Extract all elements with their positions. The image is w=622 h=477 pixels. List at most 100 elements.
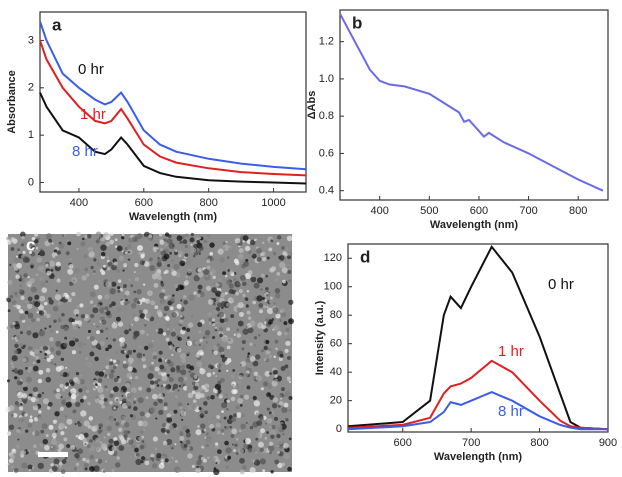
grain: [182, 239, 188, 245]
grain: [102, 264, 106, 268]
grain: [216, 314, 220, 317]
grain: [255, 412, 260, 417]
grain: [237, 320, 244, 327]
grain: [76, 304, 80, 308]
grain: [126, 392, 132, 398]
grain: [50, 445, 56, 451]
grain: [236, 328, 240, 332]
grain: [122, 306, 129, 312]
grain: [191, 464, 196, 469]
grain: [46, 357, 51, 362]
grain: [168, 344, 174, 350]
grain: [23, 273, 28, 278]
grain: [279, 353, 284, 358]
grain: [283, 402, 289, 408]
grain: [219, 317, 225, 323]
grain: [97, 279, 101, 283]
grain: [20, 295, 25, 300]
grain: [215, 442, 218, 446]
grain: [77, 448, 84, 455]
grain: [147, 373, 154, 380]
grain: [136, 300, 141, 305]
grain: [253, 400, 261, 407]
grain: [151, 393, 158, 400]
grain: [278, 444, 284, 449]
grain: [274, 378, 279, 383]
grain: [110, 390, 115, 394]
grain: [269, 296, 273, 300]
grain: [255, 354, 261, 360]
grain: [283, 321, 288, 326]
grain: [179, 440, 183, 444]
grain: [220, 365, 225, 370]
grain: [185, 259, 192, 266]
grain: [39, 350, 42, 353]
grain: [171, 312, 177, 318]
grain: [164, 232, 170, 237]
grain: [271, 424, 276, 430]
grain: [133, 400, 137, 404]
grain: [80, 398, 84, 403]
grain: [277, 451, 280, 454]
grain: [145, 313, 152, 320]
grain: [21, 235, 25, 240]
grain: [281, 387, 285, 392]
grain: [167, 461, 171, 465]
grain: [174, 443, 177, 446]
grain: [200, 456, 205, 461]
grain: [6, 297, 11, 302]
grain: [77, 341, 84, 348]
grain: [174, 251, 179, 256]
grain: [88, 251, 95, 258]
grain: [165, 329, 171, 336]
grain: [225, 302, 230, 307]
grain: [21, 450, 27, 455]
grain: [132, 349, 136, 353]
grain: [148, 234, 153, 239]
grain: [191, 315, 194, 318]
grain: [55, 392, 62, 400]
x-tick-label: 400: [371, 205, 389, 217]
grain: [247, 352, 251, 356]
grain: [72, 409, 77, 414]
grain: [27, 422, 33, 428]
grain: [242, 240, 245, 243]
grain: [49, 354, 54, 360]
grain: [133, 369, 138, 373]
grain: [140, 417, 143, 420]
grain: [34, 232, 39, 237]
grain: [195, 429, 202, 436]
grain: [246, 310, 251, 315]
grain: [151, 339, 155, 343]
grain: [69, 381, 75, 387]
grain: [260, 288, 263, 291]
grain: [278, 357, 283, 362]
grain: [42, 438, 49, 445]
grain: [261, 241, 265, 245]
grain: [60, 469, 66, 475]
grain: [61, 312, 65, 317]
grain: [217, 311, 225, 318]
grain: [159, 288, 162, 291]
grain: [76, 231, 81, 237]
grain: [124, 251, 128, 255]
grain: [193, 291, 197, 295]
grain: [101, 397, 104, 400]
grain: [225, 465, 229, 469]
grain: [64, 426, 68, 429]
grain: [8, 405, 15, 412]
grain: [52, 419, 57, 424]
grain: [16, 255, 19, 258]
grain: [58, 443, 64, 450]
grain: [226, 258, 230, 262]
grain: [163, 295, 168, 300]
grain: [283, 453, 290, 460]
grain: [30, 243, 34, 247]
grain: [240, 413, 245, 418]
grain: [43, 301, 48, 306]
grain: [279, 397, 283, 400]
grain: [235, 291, 240, 296]
grain: [109, 235, 113, 238]
grain: [76, 393, 80, 397]
grain: [171, 456, 174, 459]
